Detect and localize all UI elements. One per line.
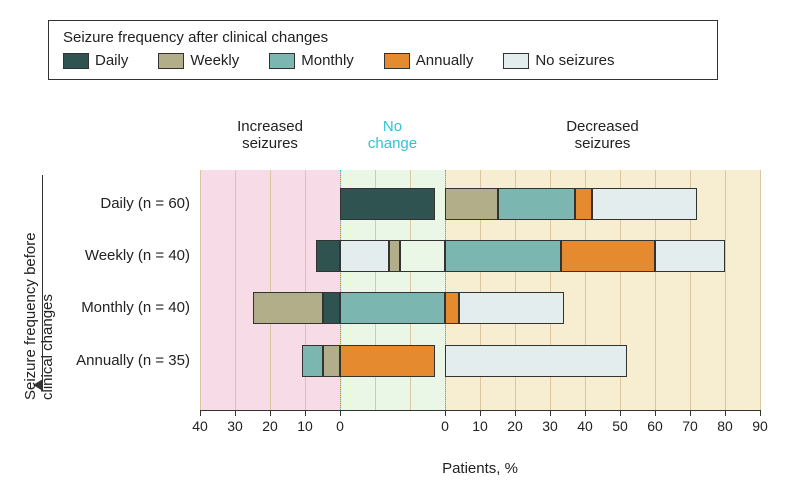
tick-label: 0	[336, 418, 344, 434]
bar-segment	[445, 188, 498, 220]
region-label-nochange: Nochange	[333, 118, 453, 152]
tick-label: 10	[472, 418, 488, 434]
tick-label: 90	[752, 418, 768, 434]
legend-swatch	[63, 53, 89, 69]
row-label: Monthly (n = 40)	[50, 299, 190, 316]
legend-swatch	[269, 53, 295, 69]
bar-segment	[340, 345, 435, 377]
tick-mark	[200, 410, 201, 416]
bar-segment	[445, 345, 627, 377]
bar-segment	[445, 292, 459, 324]
region-label-decreased: Decreasedseizures	[543, 118, 663, 152]
legend-item: Annually	[384, 52, 474, 69]
tick-mark	[340, 410, 341, 416]
tick-label: 0	[441, 418, 449, 434]
tick-label: 40	[577, 418, 593, 434]
legend-label: No seizures	[535, 52, 614, 69]
bar-segment	[302, 345, 323, 377]
tick-mark	[585, 410, 586, 416]
legend-box: Seizure frequency after clinical changes…	[48, 20, 718, 80]
legend-items: Daily Weekly Monthly Annually No seizures	[63, 52, 703, 69]
x-axis-title: Patients, %	[380, 460, 580, 477]
legend-item: Daily	[63, 52, 128, 69]
tick-mark	[690, 410, 691, 416]
bar-row	[200, 188, 760, 220]
legend-swatch	[158, 53, 184, 69]
tick-mark	[445, 410, 446, 416]
bar-segment	[323, 345, 341, 377]
bar-segment	[459, 292, 564, 324]
tick-mark	[620, 410, 621, 416]
bar-segment	[592, 188, 697, 220]
bar-segment	[561, 240, 656, 272]
plot-area	[200, 170, 760, 411]
legend-swatch	[503, 53, 529, 69]
legend-label: Annually	[416, 52, 474, 69]
tick-label: 30	[542, 418, 558, 434]
tick-mark	[235, 410, 236, 416]
bar-segment	[253, 292, 323, 324]
y-axis-line	[42, 175, 43, 385]
row-label: Daily (n = 60)	[50, 195, 190, 212]
tick-label: 20	[262, 418, 278, 434]
bar-row	[200, 292, 760, 324]
tick-mark	[270, 410, 271, 416]
tick-label: 40	[192, 418, 208, 434]
bar-segment	[340, 188, 435, 220]
legend-swatch	[384, 53, 410, 69]
bar-segment	[498, 188, 575, 220]
y-axis-arrow	[33, 379, 43, 391]
legend-label: Weekly	[190, 52, 239, 69]
bar-segment	[445, 240, 561, 272]
bar-segment	[340, 292, 445, 324]
bar-segment	[323, 292, 341, 324]
legend-title: Seizure frequency after clinical changes	[63, 29, 703, 46]
bar-row	[200, 345, 760, 377]
tick-mark	[760, 410, 761, 416]
legend-item: No seizures	[503, 52, 614, 69]
legend-item: Monthly	[269, 52, 354, 69]
tick-label: 70	[682, 418, 698, 434]
tick-label: 50	[612, 418, 628, 434]
bar-segment	[400, 240, 446, 272]
tick-mark	[550, 410, 551, 416]
tick-label: 10	[297, 418, 313, 434]
region-label-increased: Increasedseizures	[210, 118, 330, 152]
bar-segment	[655, 240, 725, 272]
chart-container: Seizure frequency after clinical changes…	[0, 0, 794, 500]
tick-label: 60	[647, 418, 663, 434]
tick-label: 30	[227, 418, 243, 434]
gridline	[760, 170, 761, 410]
tick-mark	[725, 410, 726, 416]
tick-label: 80	[717, 418, 733, 434]
tick-mark	[655, 410, 656, 416]
legend-item: Weekly	[158, 52, 239, 69]
bar-segment	[316, 240, 341, 272]
tick-mark	[515, 410, 516, 416]
row-label: Weekly (n = 40)	[50, 247, 190, 264]
legend-label: Monthly	[301, 52, 354, 69]
tick-mark	[305, 410, 306, 416]
bar-row	[200, 240, 760, 272]
bar-segment	[340, 240, 389, 272]
row-label: Annually (n = 35)	[50, 352, 190, 369]
tick-mark	[480, 410, 481, 416]
bar-segment	[389, 240, 400, 272]
tick-label: 20	[507, 418, 523, 434]
bar-segment	[575, 188, 593, 220]
legend-label: Daily	[95, 52, 128, 69]
